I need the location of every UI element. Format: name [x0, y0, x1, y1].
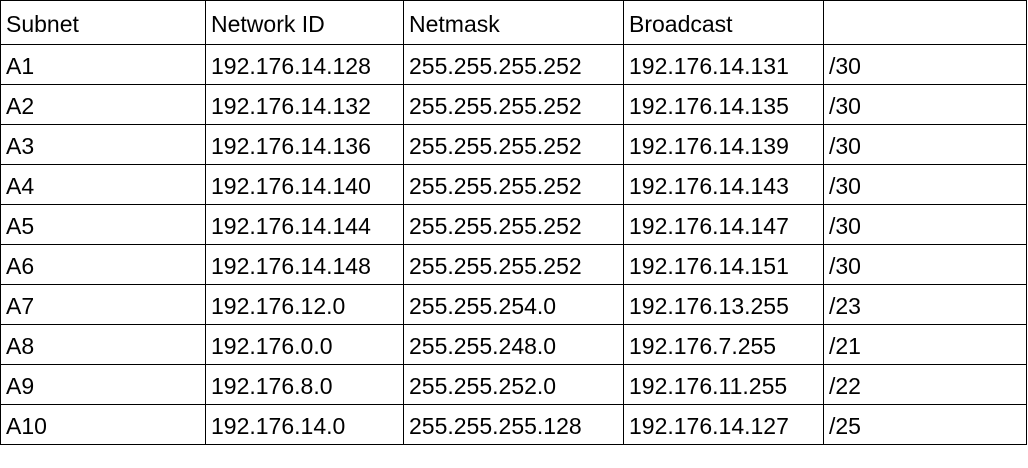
broadcast-cell: 192.176.14.139 [623, 124, 824, 165]
subnet-cell: A2 [0, 84, 206, 125]
header-network-id: Network ID [205, 0, 404, 45]
prefix-cell: /22 [823, 364, 1027, 405]
header-broadcast: Broadcast [623, 0, 824, 45]
subnet-cell: A9 [0, 364, 206, 405]
broadcast-cell: 192.176.14.135 [623, 84, 824, 125]
subnet-cell: A3 [0, 124, 206, 165]
header-subnet: Subnet [0, 0, 206, 45]
table-row: A7 192.176.12.0 255.255.254.0 192.176.13.25… [0, 284, 1027, 325]
network-id-cell: 192.176.14.0 [205, 404, 404, 445]
prefix-cell: /21 [823, 324, 1027, 365]
table-row: A8 192.176.0.0 255.255.248.0 192.176.7.255/… [0, 324, 1027, 365]
header-netmask: Netmask [403, 0, 624, 45]
netmask-cell: 255.255.255.128 [403, 404, 624, 445]
prefix-cell: /30 [823, 124, 1027, 165]
subnet-cell: A7 [0, 284, 206, 325]
network-id-cell: 192.176.14.132 [205, 84, 404, 125]
subnet-cell: A6 [0, 244, 206, 285]
table-row: A2 192.176.14.132 255.255.255.252 192.176.1… [0, 84, 1027, 125]
prefix-cell: /25 [823, 404, 1027, 445]
netmask-cell: 255.255.255.252 [403, 44, 624, 85]
prefix-cell: /30 [823, 164, 1027, 205]
broadcast-cell: 192.176.13.255 [623, 284, 824, 325]
subnet-cell: A4 [0, 164, 206, 205]
network-id-cell: 192.176.0.0 [205, 324, 404, 365]
prefix-cell: /30 [823, 44, 1027, 85]
table-row: A3 192.176.14.136 255.255.255.252 192.176.1… [0, 124, 1027, 165]
header-prefix [823, 0, 1027, 45]
header-row: Subnet Network ID Netmask Broadcast [0, 0, 1027, 45]
netmask-cell: 255.255.252.0 [403, 364, 624, 405]
prefix-cell: /30 [823, 204, 1027, 245]
table-row: A6 192.176.14.148 255.255.255.252 192.176.1… [0, 244, 1027, 285]
subnet-cell: A8 [0, 324, 206, 365]
table-row: A4 192.176.14.140 255.255.255.252 192.176.1… [0, 164, 1027, 205]
network-id-cell: 192.176.14.144 [205, 204, 404, 245]
netmask-cell: 255.255.255.252 [403, 124, 624, 165]
prefix-cell: /30 [823, 84, 1027, 125]
table-row: A10 192.176.14.0 255.255.255.128 192.176.14… [0, 404, 1027, 445]
netmask-cell: 255.255.255.252 [403, 164, 624, 205]
netmask-cell: 255.255.254.0 [403, 284, 624, 325]
broadcast-cell: 192.176.14.151 [623, 244, 824, 285]
broadcast-cell: 192.176.7.255 [623, 324, 824, 365]
table-row: A1 192.176.14.128 255.255.255.252 192.176.1… [0, 44, 1027, 85]
network-id-cell: 192.176.12.0 [205, 284, 404, 325]
table-body: Subnet Network ID Netmask Broadcast A1 19… [0, 0, 1027, 445]
network-id-cell: 192.176.14.148 [205, 244, 404, 285]
broadcast-cell: 192.176.11.255 [623, 364, 824, 405]
network-id-cell: 192.176.14.136 [205, 124, 404, 165]
netmask-cell: 255.255.255.252 [403, 84, 624, 125]
prefix-cell: /30 [823, 244, 1027, 285]
subnet-cell: A5 [0, 204, 206, 245]
broadcast-cell: 192.176.14.127 [623, 404, 824, 445]
broadcast-cell: 192.176.14.131 [623, 44, 824, 85]
broadcast-cell: 192.176.14.147 [623, 204, 824, 245]
netmask-cell: 255.255.255.252 [403, 204, 624, 245]
subnet-table: Subnet Network ID Netmask Broadcast A1 19… [0, 0, 1027, 445]
subnet-cell: A10 [0, 404, 206, 445]
network-id-cell: 192.176.14.128 [205, 44, 404, 85]
broadcast-cell: 192.176.14.143 [623, 164, 824, 205]
network-id-cell: 192.176.8.0 [205, 364, 404, 405]
table-row: A5 192.176.14.144 255.255.255.252 192.176.1… [0, 204, 1027, 245]
prefix-cell: /23 [823, 284, 1027, 325]
subnet-cell: A1 [0, 44, 206, 85]
netmask-cell: 255.255.248.0 [403, 324, 624, 365]
network-id-cell: 192.176.14.140 [205, 164, 404, 205]
table-row: A9 192.176.8.0 255.255.252.0 192.176.11.255… [0, 364, 1027, 405]
netmask-cell: 255.255.255.252 [403, 244, 624, 285]
